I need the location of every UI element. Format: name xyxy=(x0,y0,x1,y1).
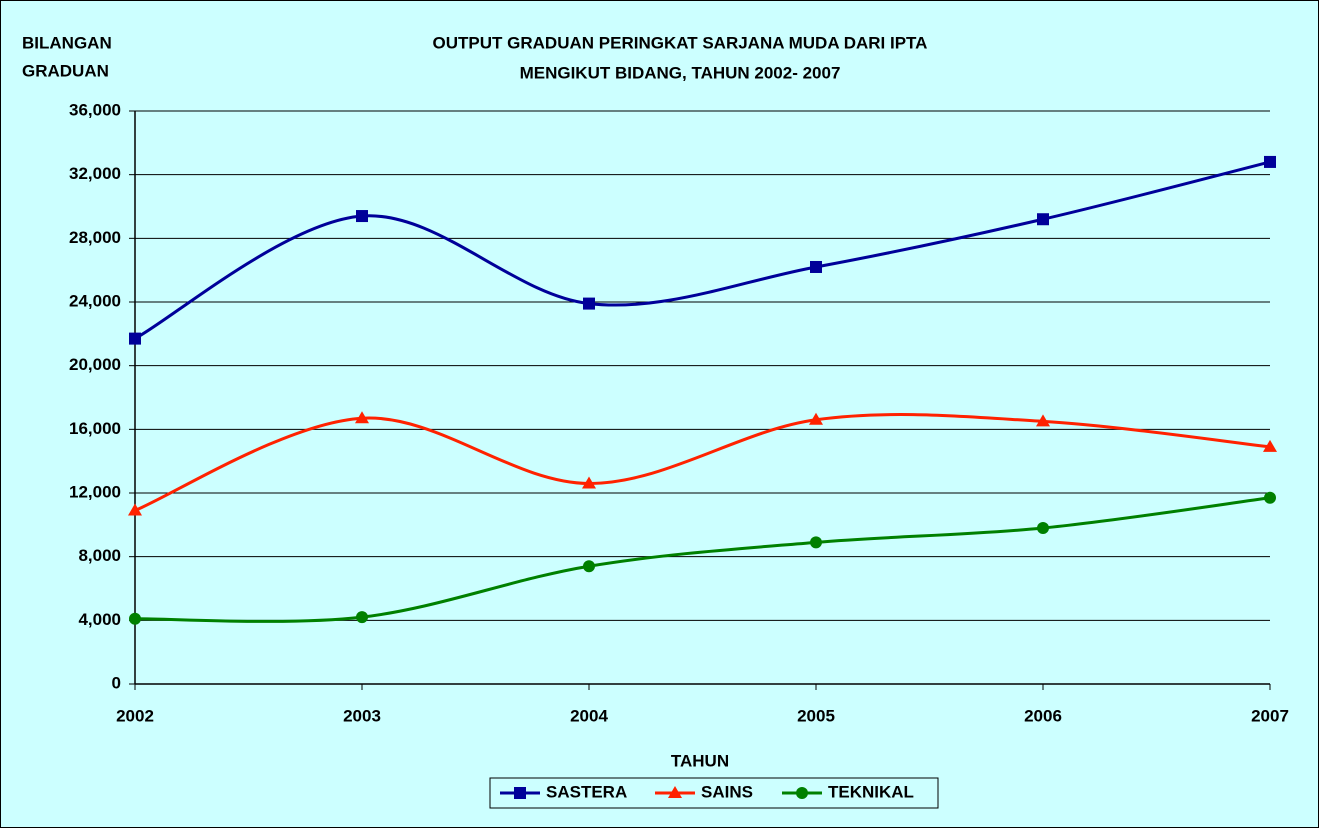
marker xyxy=(1037,522,1049,535)
x-tick-label: 2003 xyxy=(343,706,381,725)
y-tick-label: 28,000 xyxy=(69,228,121,247)
y-axis-label: GRADUAN xyxy=(22,61,109,80)
y-tick-label: 20,000 xyxy=(69,355,121,374)
legend-label: SASTERA xyxy=(546,782,627,801)
legend-label: TEKNIKAL xyxy=(828,782,914,801)
marker xyxy=(1264,491,1276,504)
marker xyxy=(356,210,368,223)
marker xyxy=(582,476,596,489)
marker xyxy=(796,787,808,799)
marker xyxy=(128,503,142,516)
x-tick-label: 2002 xyxy=(116,706,154,725)
x-tick-label: 2005 xyxy=(797,706,835,725)
marker xyxy=(810,260,822,273)
marker xyxy=(1264,155,1276,168)
marker xyxy=(1037,213,1049,226)
marker xyxy=(355,411,369,424)
marker xyxy=(129,612,141,625)
y-tick-label: 4,000 xyxy=(78,610,121,629)
x-tick-label: 2004 xyxy=(570,706,608,725)
y-tick-label: 12,000 xyxy=(69,482,121,501)
y-tick-label: 16,000 xyxy=(69,419,121,438)
series-line xyxy=(134,413,1271,512)
chart-title: OUTPUT GRADUAN PERINGKAT SARJANA MUDA DA… xyxy=(433,33,928,52)
marker xyxy=(583,560,595,573)
marker xyxy=(514,787,526,799)
x-tick-label: 2007 xyxy=(1251,706,1289,725)
marker xyxy=(809,412,823,425)
x-tick-label: 2006 xyxy=(1024,706,1062,725)
x-axis-label: TAHUN xyxy=(671,751,729,770)
y-tick-label: 24,000 xyxy=(69,291,121,310)
y-tick-label: 0 xyxy=(112,673,121,692)
marker xyxy=(583,297,595,310)
chart-title: MENGIKUT BIDANG, TAHUN 2002- 2007 xyxy=(520,63,841,82)
series-line xyxy=(134,496,1271,623)
y-tick-label: 32,000 xyxy=(69,164,121,183)
y-tick-label: 8,000 xyxy=(78,546,121,565)
series-line xyxy=(134,160,1271,340)
y-tick-label: 36,000 xyxy=(69,100,121,119)
marker xyxy=(1036,414,1050,427)
marker xyxy=(810,536,822,549)
marker xyxy=(356,611,368,624)
marker xyxy=(129,332,141,345)
marker xyxy=(1263,439,1277,452)
legend-label: SAINS xyxy=(701,782,753,801)
legend-box xyxy=(489,777,939,809)
y-axis-label: BILANGAN xyxy=(22,33,112,52)
marker xyxy=(668,786,682,798)
